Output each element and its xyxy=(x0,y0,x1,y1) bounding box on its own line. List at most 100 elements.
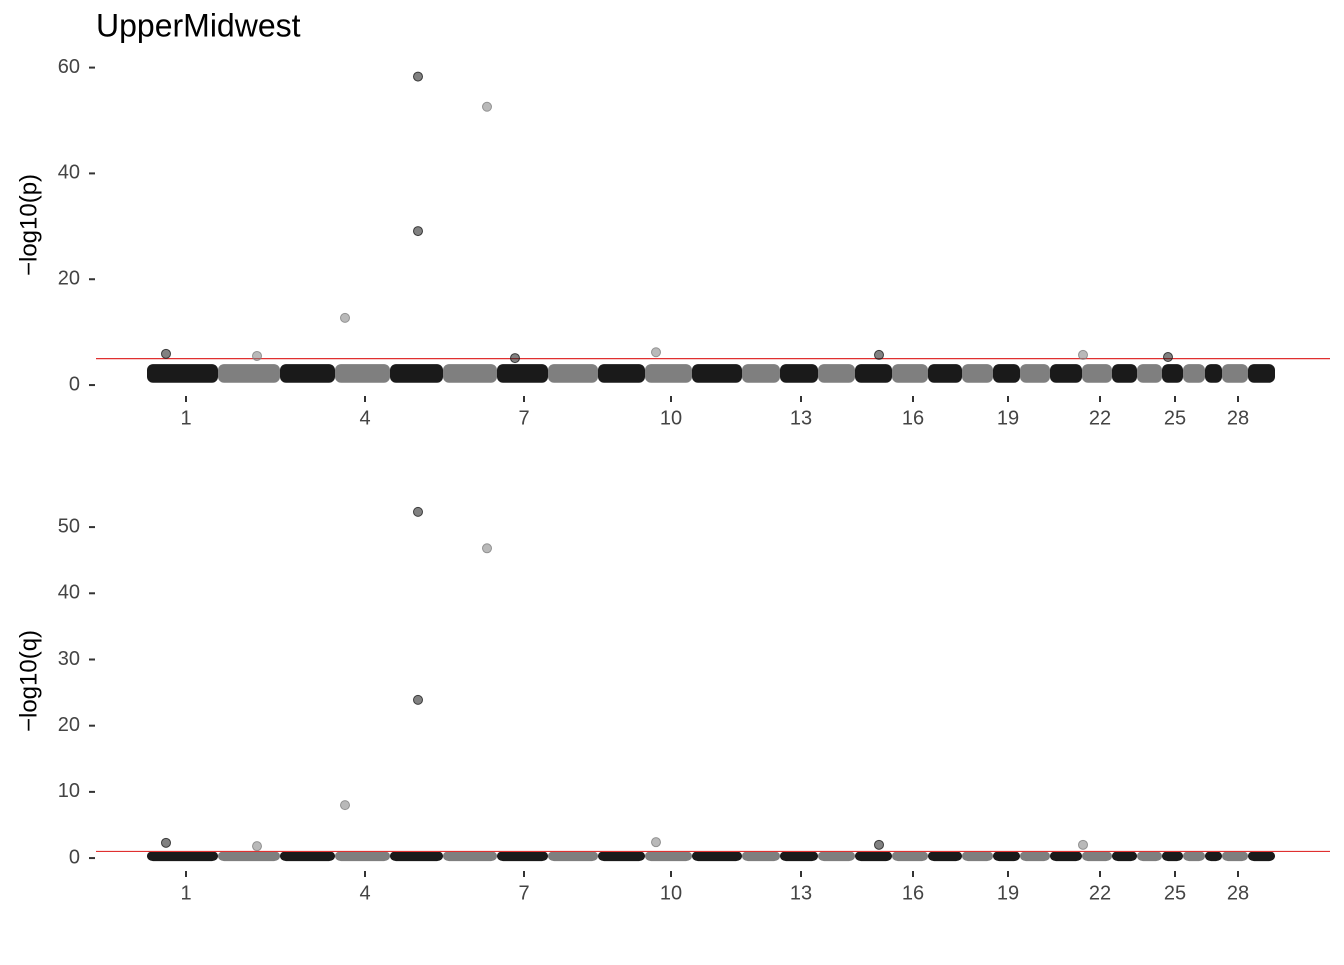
y-tick-label: 10 xyxy=(58,780,80,802)
snp-band xyxy=(692,851,742,862)
x-tick-label: 10 xyxy=(660,407,682,429)
snp-point xyxy=(482,101,492,112)
snp-band xyxy=(892,364,928,383)
snp-band xyxy=(1183,851,1205,862)
x-tick-label: 19 xyxy=(997,882,1019,904)
snp-band xyxy=(218,364,280,383)
snp-band xyxy=(742,851,780,862)
x-tick-label: 4 xyxy=(359,407,370,429)
snp-band xyxy=(818,851,855,862)
y-tick-label: 20 xyxy=(58,268,80,290)
snp-band xyxy=(1082,364,1112,383)
snp-band xyxy=(928,851,962,862)
snp-band xyxy=(443,364,497,383)
x-tick-label: 13 xyxy=(790,407,812,429)
y-tick-label: 60 xyxy=(58,56,80,78)
snp-band xyxy=(1082,851,1112,862)
snp-band xyxy=(855,851,892,862)
x-tick-label: 13 xyxy=(790,882,812,904)
snp-band xyxy=(892,851,928,862)
snp-band xyxy=(692,364,742,383)
x-tick-label: 19 xyxy=(997,407,1019,429)
snp-point xyxy=(482,543,492,554)
snp-band xyxy=(742,364,780,383)
snp-band xyxy=(1020,851,1050,862)
snp-band xyxy=(280,364,335,383)
snp-band xyxy=(780,364,818,383)
snp-band xyxy=(1162,851,1183,862)
y-tick-label: 40 xyxy=(58,162,80,184)
x-tick-label: 1 xyxy=(180,407,191,429)
snp-band xyxy=(1205,364,1222,383)
y-tick-label: 50 xyxy=(58,515,80,537)
snp-point xyxy=(413,226,423,237)
snp-band xyxy=(280,851,335,862)
snp-band xyxy=(1137,364,1162,383)
snp-band xyxy=(443,851,497,862)
x-tick-label: 16 xyxy=(902,882,924,904)
snp-band xyxy=(598,851,645,862)
y-tick-label: 0 xyxy=(69,846,80,868)
x-tick-label: 22 xyxy=(1089,407,1111,429)
snp-point xyxy=(1078,839,1088,850)
snp-band xyxy=(335,851,390,862)
snp-point xyxy=(413,506,423,517)
snp-point xyxy=(413,694,423,705)
snp-point xyxy=(651,837,661,848)
snp-band xyxy=(1162,364,1183,383)
snp-band xyxy=(1205,851,1222,862)
snp-band xyxy=(993,851,1020,862)
snp-band xyxy=(1183,364,1205,383)
snp-band xyxy=(818,364,855,383)
snp-point xyxy=(874,349,884,360)
snp-band xyxy=(962,851,993,862)
snp-band xyxy=(1050,364,1082,383)
snp-band xyxy=(855,364,892,383)
x-tick-label: 28 xyxy=(1227,882,1249,904)
snp-band xyxy=(335,364,390,383)
y-axis-label: −log10(p) xyxy=(15,174,42,276)
y-tick-label: 20 xyxy=(58,714,80,736)
x-tick-label: 28 xyxy=(1227,407,1249,429)
snp-band xyxy=(1020,364,1050,383)
snp-point xyxy=(252,350,262,361)
snp-band xyxy=(147,851,218,862)
snp-band xyxy=(147,364,218,383)
snp-band xyxy=(390,364,443,383)
snp-band xyxy=(1222,364,1248,383)
snp-band xyxy=(390,851,443,862)
x-tick-label: 7 xyxy=(518,407,529,429)
snp-point xyxy=(340,800,350,811)
snp-band xyxy=(1248,851,1275,862)
snp-point xyxy=(252,841,262,852)
snp-point xyxy=(651,347,661,358)
x-tick-label: 7 xyxy=(518,882,529,904)
snp-point xyxy=(161,348,171,359)
snp-band xyxy=(1050,851,1082,862)
snp-band xyxy=(928,364,962,383)
snp-band xyxy=(962,364,993,383)
snp-band xyxy=(1137,851,1162,862)
snp-point xyxy=(874,839,884,850)
x-tick-label: 4 xyxy=(359,882,370,904)
snp-point xyxy=(340,312,350,323)
snp-band xyxy=(218,851,280,862)
snp-point xyxy=(161,837,171,848)
y-tick-label: 30 xyxy=(58,648,80,670)
snp-band xyxy=(1222,851,1248,862)
x-tick-label: 1 xyxy=(180,882,191,904)
y-axis-label: −log10(q) xyxy=(15,630,42,732)
snp-band xyxy=(1112,851,1137,862)
x-tick-label: 25 xyxy=(1164,882,1186,904)
snp-band xyxy=(497,364,548,383)
snp-point xyxy=(1078,349,1088,360)
snp-band xyxy=(548,851,598,862)
x-tick-label: 22 xyxy=(1089,882,1111,904)
y-tick-label: 40 xyxy=(58,582,80,604)
snp-point xyxy=(1163,352,1173,363)
snp-band xyxy=(497,851,548,862)
snp-band xyxy=(1112,364,1137,383)
snp-band xyxy=(598,364,645,383)
